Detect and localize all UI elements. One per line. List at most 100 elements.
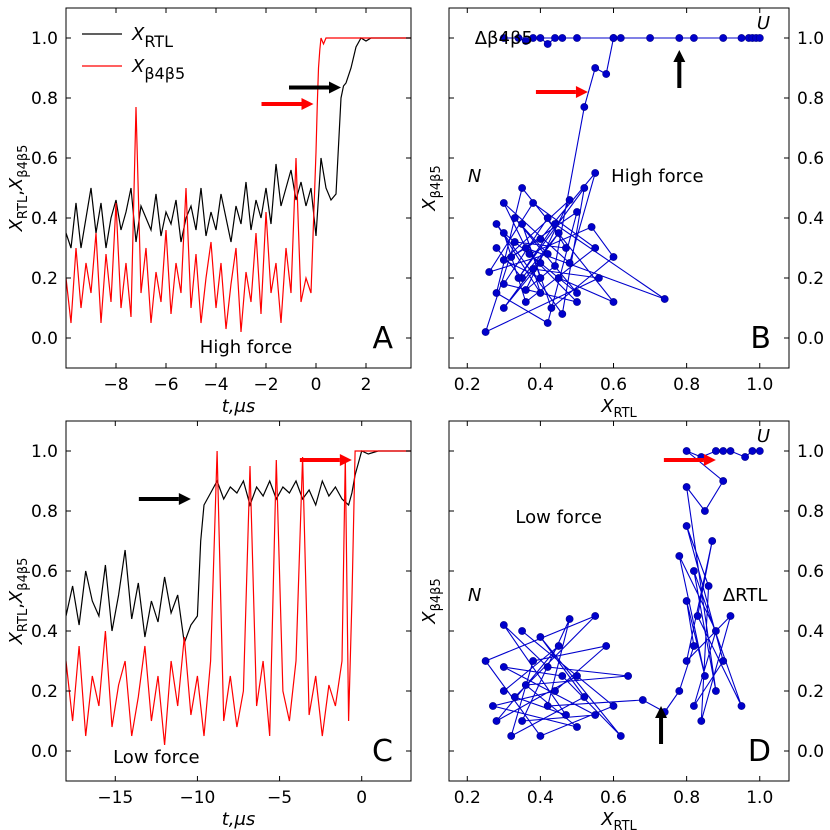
data-point xyxy=(701,672,709,680)
data-point xyxy=(499,34,508,42)
state-annotation: U xyxy=(757,426,770,447)
state-annotation: Low force xyxy=(515,507,602,528)
axes-frame xyxy=(65,420,412,782)
y-axis-label: Xβ4β5 xyxy=(419,165,444,211)
data-point xyxy=(624,672,632,680)
y-tick-label: 0.8 xyxy=(31,502,58,522)
data-point xyxy=(602,70,611,78)
data-point xyxy=(518,717,526,725)
y-tick-label: 0.0 xyxy=(797,329,824,349)
plot-area xyxy=(66,450,411,746)
data-point xyxy=(554,274,563,282)
data-point xyxy=(536,732,545,740)
data-point xyxy=(514,274,523,282)
data-point xyxy=(591,64,600,72)
data-point xyxy=(609,253,618,261)
series-line-b4b5 xyxy=(66,450,411,746)
data-point xyxy=(485,268,494,276)
x-tick-label: −4 xyxy=(203,375,228,395)
data-point xyxy=(558,672,567,680)
arrow-head xyxy=(575,86,588,98)
panel-label: D xyxy=(748,734,771,769)
data-point xyxy=(481,328,490,336)
data-point xyxy=(638,696,647,704)
data-point xyxy=(529,199,537,207)
data-point xyxy=(565,259,574,267)
data-point xyxy=(682,522,691,530)
data-point xyxy=(755,447,764,455)
x-tick-label: 0.6 xyxy=(600,375,627,395)
data-point xyxy=(602,642,611,650)
plot-area xyxy=(481,447,764,740)
data-point xyxy=(595,274,603,282)
y-tick-label: 1.0 xyxy=(31,442,58,462)
y-tick-label: 0.6 xyxy=(31,562,58,582)
arrow-head xyxy=(655,706,668,718)
data-point xyxy=(492,289,501,297)
data-point xyxy=(521,298,530,306)
data-point xyxy=(536,259,545,267)
arrow-head xyxy=(673,50,686,62)
data-point xyxy=(536,235,545,243)
data-point xyxy=(712,687,720,695)
legend-entry: Xβ4β5 xyxy=(131,56,185,83)
data-point xyxy=(499,229,508,237)
data-point xyxy=(554,642,563,650)
data-point xyxy=(543,40,552,48)
data-point xyxy=(536,34,545,42)
y-tick-label: 0.6 xyxy=(797,149,824,169)
data-point xyxy=(554,229,563,237)
data-point xyxy=(573,208,581,216)
state-annotation: N xyxy=(468,166,481,187)
data-point xyxy=(609,702,618,710)
arrow-head xyxy=(329,81,341,94)
data-point xyxy=(616,34,625,42)
data-point xyxy=(536,633,545,641)
data-point xyxy=(481,657,490,665)
x-tick-label: 0.8 xyxy=(673,375,700,395)
x-tick-label: −6 xyxy=(153,375,178,395)
data-point xyxy=(510,214,519,222)
x-tick-label: 1.0 xyxy=(746,788,773,808)
x-tick-label: 0 xyxy=(311,375,322,395)
axes-frame xyxy=(65,7,412,369)
data-point xyxy=(499,199,508,207)
state-annotation: High force xyxy=(611,166,703,187)
x-tick-label: 1.0 xyxy=(746,375,773,395)
panel-label: B xyxy=(750,321,771,356)
data-point xyxy=(660,295,669,303)
data-point xyxy=(737,702,746,710)
data-point xyxy=(499,663,508,671)
y-tick-label: 0.6 xyxy=(797,562,824,582)
y-tick-label: 0.4 xyxy=(31,622,58,642)
data-point xyxy=(529,265,537,273)
y-axis-label: XRTL,Xβ4β5 xyxy=(6,558,31,646)
state-annotation: Δβ4β5 xyxy=(475,28,533,49)
data-point xyxy=(562,244,570,252)
panel-b: 0.2 0.4 0.6 0.8 1.0 0.0 0.2 0.4 0.6 0.8 1.0 XRTL Xβ4… xyxy=(419,7,824,421)
data-point xyxy=(543,319,552,327)
data-point xyxy=(748,447,757,455)
data-point xyxy=(580,693,589,701)
data-point xyxy=(580,103,589,111)
x-tick-label: 2 xyxy=(361,375,372,395)
arrow-black xyxy=(673,50,686,88)
series-line-rtl xyxy=(66,37,411,249)
panel-label: A xyxy=(372,321,393,356)
data-point xyxy=(726,612,735,620)
x-tick-label: −2 xyxy=(253,375,278,395)
y-tick-label: 0.4 xyxy=(797,622,824,642)
x-axis-label: t,μs xyxy=(222,809,256,830)
data-point xyxy=(573,298,581,306)
data-point xyxy=(492,717,501,725)
y-tick-label: 0.2 xyxy=(31,682,58,702)
data-point xyxy=(737,34,746,42)
x-tick-label: 0.6 xyxy=(600,788,627,808)
arrow-red xyxy=(261,98,314,110)
x-tick-label: 0.4 xyxy=(527,375,554,395)
data-point xyxy=(562,711,570,719)
data-point xyxy=(518,184,526,192)
data-point xyxy=(558,310,567,318)
data-point xyxy=(719,657,728,665)
data-point xyxy=(573,723,581,731)
